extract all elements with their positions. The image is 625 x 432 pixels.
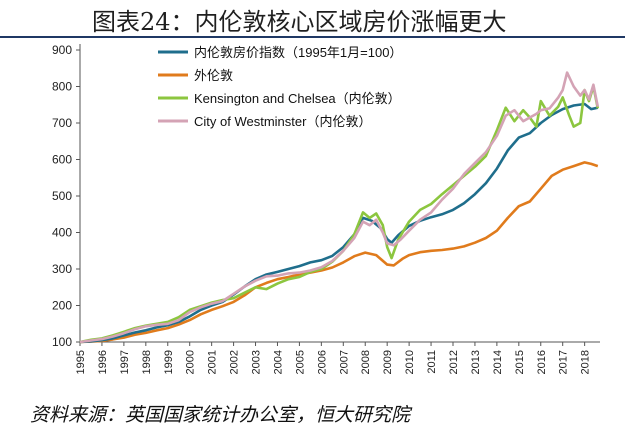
y-tick-label: 700 bbox=[52, 116, 72, 130]
x-tick-label: 2006 bbox=[316, 350, 328, 374]
x-tick-label: 2002 bbox=[229, 350, 241, 374]
x-tick-label: 2005 bbox=[294, 350, 306, 374]
x-tick-label: 2017 bbox=[558, 350, 570, 374]
y-tick-label: 600 bbox=[52, 153, 72, 167]
x-tick-label: 2000 bbox=[185, 350, 197, 374]
series-line-3 bbox=[79, 71, 600, 344]
legend-label: City of Westminster（内伦敦） bbox=[194, 114, 371, 129]
x-tick-label: 1995 bbox=[75, 350, 87, 374]
y-tick-label: 500 bbox=[52, 189, 72, 203]
legend-label: 内伦敦房价指数（1995年1月=100） bbox=[194, 45, 402, 60]
x-tick-label: 2018 bbox=[580, 350, 592, 374]
legend-label: Kensington and Chelsea（内伦敦） bbox=[194, 91, 401, 106]
x-tick-label: 2010 bbox=[404, 350, 416, 374]
y-tick-label: 900 bbox=[52, 43, 72, 57]
legend: 内伦敦房价指数（1995年1月=100） 外伦敦 Kensington and Ch… bbox=[158, 45, 402, 129]
x-tick-label: 2003 bbox=[251, 350, 263, 374]
y-tick-label: 400 bbox=[52, 226, 72, 240]
x-tick-label: 1997 bbox=[119, 350, 131, 374]
x-tick-label: 2001 bbox=[207, 350, 219, 374]
x-tick-label: 2004 bbox=[272, 350, 284, 374]
y-tick-label: 800 bbox=[52, 80, 72, 94]
x-tick-label: 2007 bbox=[338, 350, 350, 374]
x-tick-label: 2011 bbox=[426, 350, 438, 374]
x-tick-label: 2014 bbox=[492, 350, 504, 374]
x-tick-label: 2016 bbox=[536, 350, 548, 374]
y-tick-label: 100 bbox=[52, 335, 72, 349]
x-tick-label: 1999 bbox=[163, 350, 175, 374]
x-tick-label: 1998 bbox=[141, 350, 153, 374]
y-tick-label: 300 bbox=[52, 262, 72, 276]
legend-label: 外伦敦 bbox=[194, 68, 233, 83]
y-tick-label: 200 bbox=[52, 299, 72, 313]
chart-title: 图表24：内伦敦核心区域房价涨幅更大 bbox=[92, 8, 507, 36]
axes-group: 100 200 300 400 500 600 700 800 900 1995 1996 1997 1… bbox=[52, 43, 600, 374]
x-tick-label: 2008 bbox=[360, 350, 372, 374]
title-bar: 图表24：内伦敦核心区域房价涨幅更大 bbox=[0, 0, 625, 38]
series-lines bbox=[79, 71, 600, 344]
x-tick-label: 2013 bbox=[470, 350, 482, 374]
x-tick-label: 2012 bbox=[448, 350, 460, 374]
x-tick-label: 1996 bbox=[97, 350, 109, 374]
series-line-0 bbox=[79, 102, 599, 344]
source-note: 资料来源：英国国家统计办公室，恒大研究院 bbox=[30, 404, 411, 426]
x-tick-label: 2009 bbox=[382, 350, 394, 374]
x-tick-label: 2015 bbox=[514, 350, 526, 374]
series-line-1 bbox=[79, 161, 599, 344]
